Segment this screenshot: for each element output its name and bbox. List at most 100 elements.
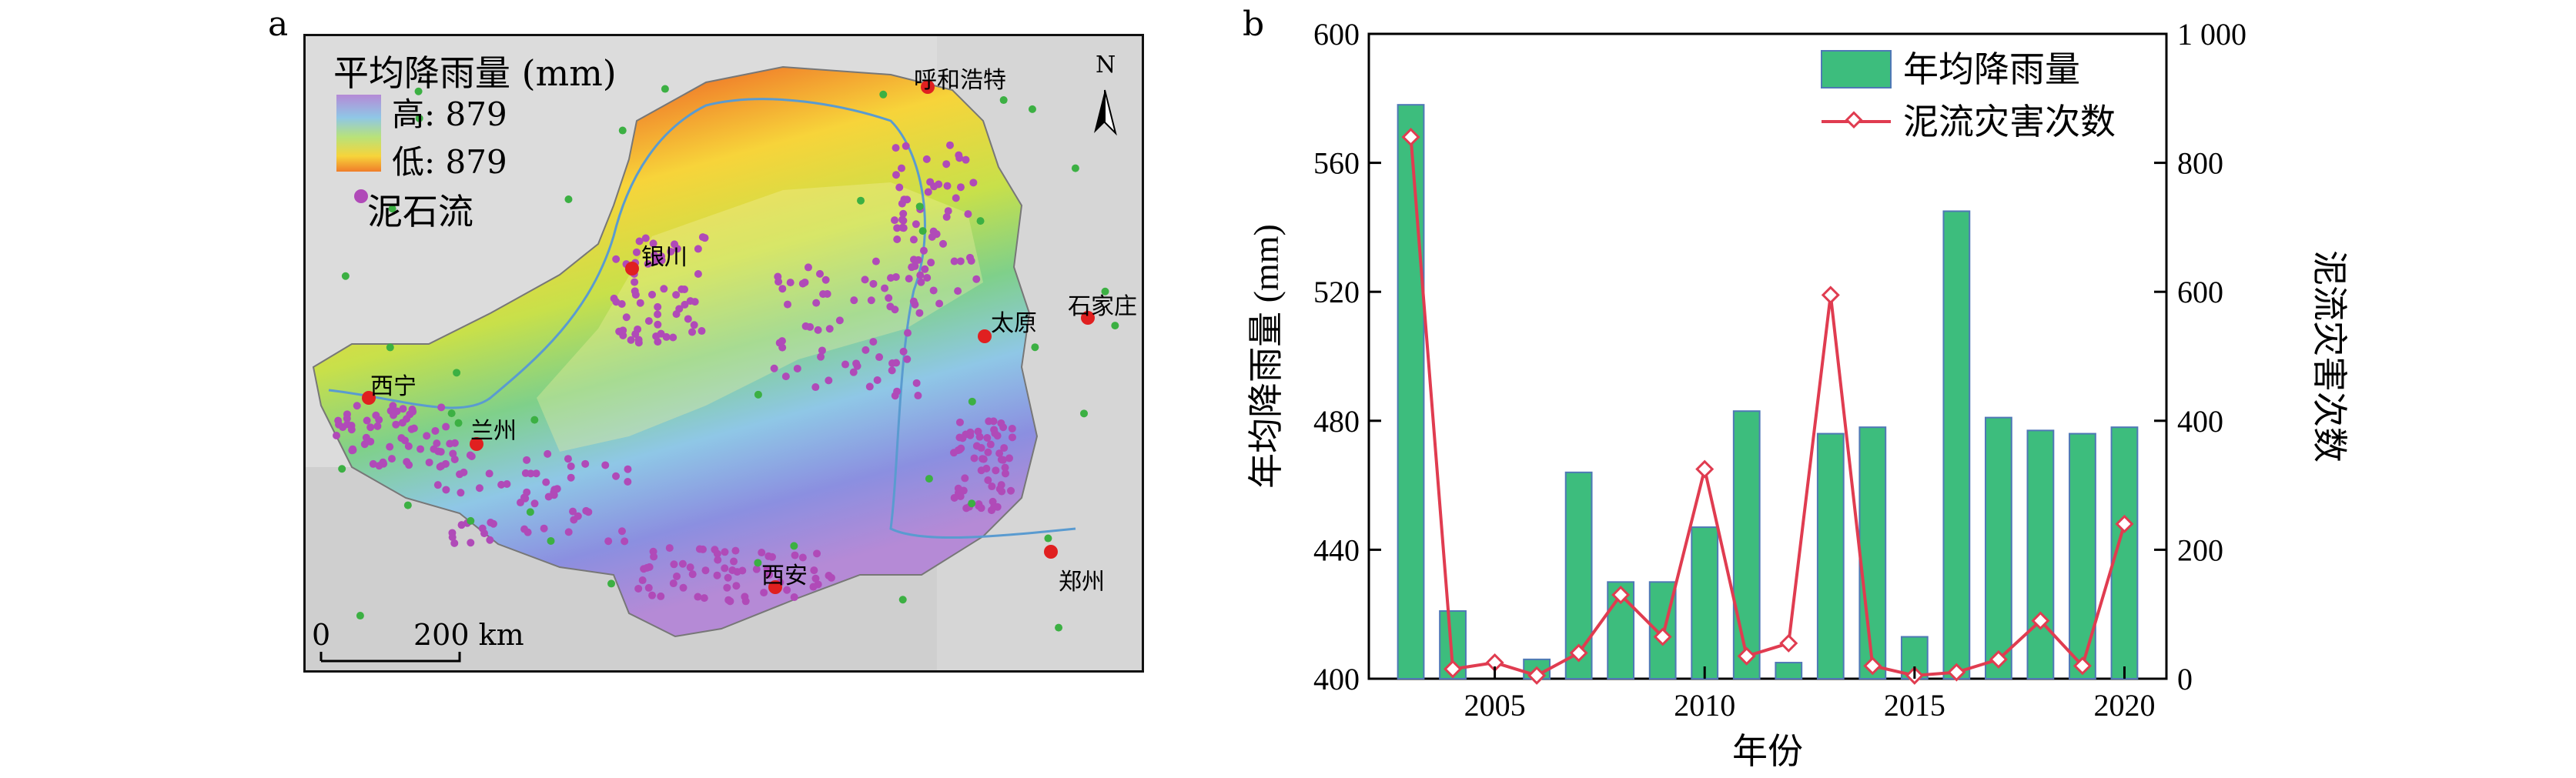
debris-point (691, 298, 699, 306)
station-point (1028, 105, 1036, 113)
debris-point (694, 245, 702, 253)
debris-point (457, 521, 466, 529)
debris-point (624, 477, 632, 486)
debris-point (375, 462, 383, 470)
debris-point (527, 469, 535, 478)
debris-point (970, 454, 979, 462)
debris-point (701, 566, 710, 575)
debris-point (644, 317, 653, 326)
debris-point (958, 434, 967, 442)
debris-point (601, 461, 610, 469)
debris-point (995, 449, 1004, 458)
debris-point (713, 571, 721, 579)
y-tick-label: 600 (1313, 17, 1360, 52)
debris-point (778, 343, 787, 352)
debris-point (366, 423, 375, 432)
debris-point (873, 376, 882, 384)
debris-point (935, 180, 943, 189)
debris-point (841, 360, 850, 369)
debris-point (811, 383, 820, 392)
debris-point (694, 593, 702, 601)
rainfall-bar (1732, 410, 1761, 679)
debris-point (902, 142, 910, 150)
city-label-zhengzhou: 郑州 (1059, 569, 1105, 596)
debris-point (567, 462, 575, 470)
debris-point (404, 442, 413, 450)
debris-point (819, 290, 828, 299)
debris-point (665, 544, 674, 553)
station-point (1031, 343, 1039, 352)
debris-point (917, 278, 925, 286)
debris-point (523, 456, 531, 464)
city-marker (470, 437, 483, 451)
debris-point (487, 518, 495, 526)
debris-point (944, 207, 952, 215)
city-label-hohhot: 呼和浩特 (914, 67, 1006, 94)
station-point (857, 196, 865, 205)
debris-point (334, 416, 343, 425)
debris-point (939, 239, 948, 248)
scale-distance-label: 200 km (413, 618, 524, 652)
station-point (1071, 164, 1079, 172)
station-point (754, 390, 762, 399)
debris-point (550, 491, 558, 499)
debris-point (926, 178, 935, 186)
debris-point (669, 579, 677, 588)
station-point (925, 475, 933, 483)
debris-point (964, 210, 972, 219)
debris-point (867, 296, 875, 305)
debris-point (991, 429, 999, 438)
debris-point (942, 160, 951, 169)
debris-point (783, 300, 791, 309)
debris-point (667, 247, 675, 255)
debris-point (399, 405, 407, 413)
station-point (1055, 623, 1063, 632)
debris-point (758, 549, 766, 557)
debris-point (701, 234, 709, 242)
debris-point (893, 387, 902, 396)
debris-point (485, 469, 493, 478)
rainfall-bar (1397, 104, 1425, 679)
debris-point (410, 424, 418, 432)
debris-point (654, 310, 662, 319)
x-tick-label: 2020 (2093, 688, 2155, 723)
debris-point (905, 275, 913, 283)
disaster-point (1947, 663, 1966, 682)
y-tick-label: 480 (1313, 404, 1360, 439)
debris-point (861, 346, 870, 354)
station-point (976, 217, 985, 225)
debris-point (466, 451, 474, 459)
debris-point (523, 488, 531, 496)
debris-point (871, 257, 880, 265)
debris-point (503, 480, 511, 489)
debris-point (610, 294, 618, 302)
debris-point (899, 347, 908, 356)
debris-point (650, 553, 658, 561)
debris-point (972, 275, 981, 283)
legend-low-label: 低: 879 (392, 143, 507, 181)
debris-point (627, 336, 635, 344)
debris-point (700, 594, 708, 603)
debris-point (1000, 444, 1009, 452)
debris-point (450, 439, 459, 447)
debris-point (652, 257, 661, 265)
legend-high-label: 高: 879 (392, 95, 507, 133)
debris-point (801, 278, 809, 286)
debris-point (389, 402, 397, 410)
station-point (454, 419, 463, 427)
debris-point (1007, 486, 1015, 495)
debris-point (885, 294, 893, 302)
debris-point (360, 440, 369, 449)
debris-point (914, 255, 922, 264)
debris-point (641, 234, 650, 242)
y2-axis-label: 泥流灾害次数 (2310, 250, 2349, 462)
rainfall-bar (1858, 426, 1887, 679)
disaster-line (1401, 128, 2134, 685)
debris-point (825, 572, 833, 580)
station-point (1111, 322, 1119, 330)
debris-point (582, 506, 590, 515)
debris-point (638, 576, 647, 585)
debris-point (763, 565, 771, 573)
debris-point (497, 480, 506, 489)
